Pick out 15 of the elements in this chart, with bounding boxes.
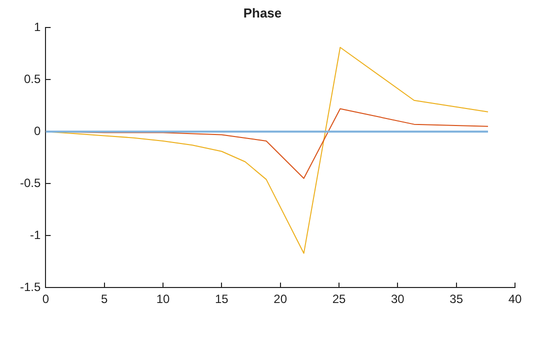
x-tick-label: 20 [274, 292, 288, 306]
chart-title: Phase [243, 5, 282, 20]
y-tick-label: -1 [30, 228, 41, 242]
y-tick-label: -1.5 [20, 280, 41, 294]
x-tick-label: 25 [332, 292, 346, 306]
y-tick-label: 0.5 [24, 72, 41, 86]
x-tick-label: 30 [390, 292, 405, 306]
x-tick-label: 35 [450, 292, 464, 306]
x-tick-label: 40 [508, 292, 522, 306]
x-tick-label: 5 [101, 292, 108, 306]
y-tick-label: 1 [34, 20, 41, 34]
y-tick-label: -0.5 [20, 176, 41, 190]
x-tick-label: 15 [214, 292, 229, 306]
y-tick-label: 0 [34, 124, 41, 138]
x-tick-label: 10 [156, 292, 170, 306]
